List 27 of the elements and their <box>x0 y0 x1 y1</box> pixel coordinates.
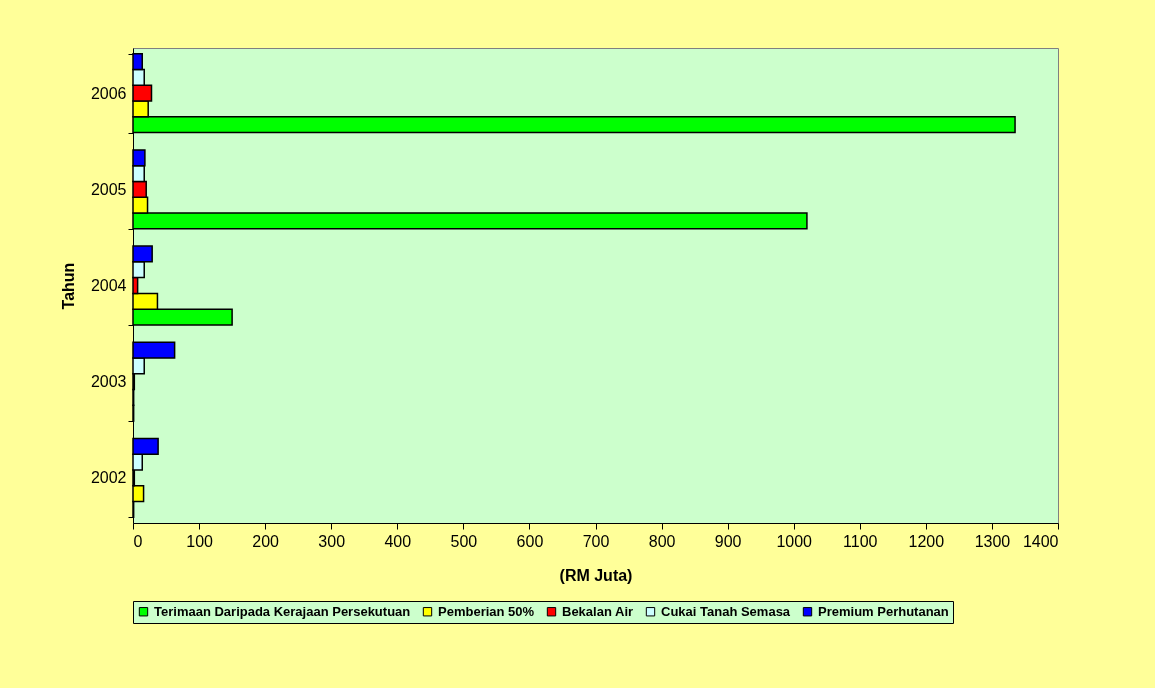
legend-label: Bekalan Air <box>562 603 634 619</box>
x-tick-label: 900 <box>714 532 742 550</box>
x-tick-label: 0 <box>133 532 143 550</box>
x-tick-label: 100 <box>186 532 214 550</box>
y-tick-label: 2002 <box>90 469 127 487</box>
x-tick-label: 1000 <box>776 532 813 550</box>
x-tick-label: 400 <box>384 532 412 550</box>
x-axis-title: (RM Juta) <box>559 566 633 584</box>
x-tick-label: 1200 <box>908 532 945 550</box>
legend-label: Pemberian 50% <box>438 603 535 619</box>
legend-label: Terimaan Daripada Kerajaan Persekutuan <box>154 603 411 619</box>
x-tick-label: 200 <box>252 532 280 550</box>
legend-label: Cukai Tanah Semasa <box>661 603 791 619</box>
legend-label: Premium Perhutanan <box>818 603 949 619</box>
y-tick-label: 2006 <box>90 84 127 102</box>
x-tick-label: 600 <box>516 532 544 550</box>
x-tick-label: 700 <box>582 532 610 550</box>
x-tick-label: 1400 <box>1022 532 1059 550</box>
x-tick-label: 500 <box>450 532 478 550</box>
x-tick-label: 1300 <box>974 532 1011 550</box>
y-tick-label: 2004 <box>90 277 127 294</box>
y-tick-label: 2003 <box>90 373 127 391</box>
y-tick-label: 2005 <box>90 180 127 198</box>
y-axis-title: Tahun <box>59 262 77 310</box>
x-tick-label: 300 <box>318 532 346 550</box>
x-tick-label: 800 <box>648 532 676 550</box>
x-tick-label: 1100 <box>843 532 878 550</box>
